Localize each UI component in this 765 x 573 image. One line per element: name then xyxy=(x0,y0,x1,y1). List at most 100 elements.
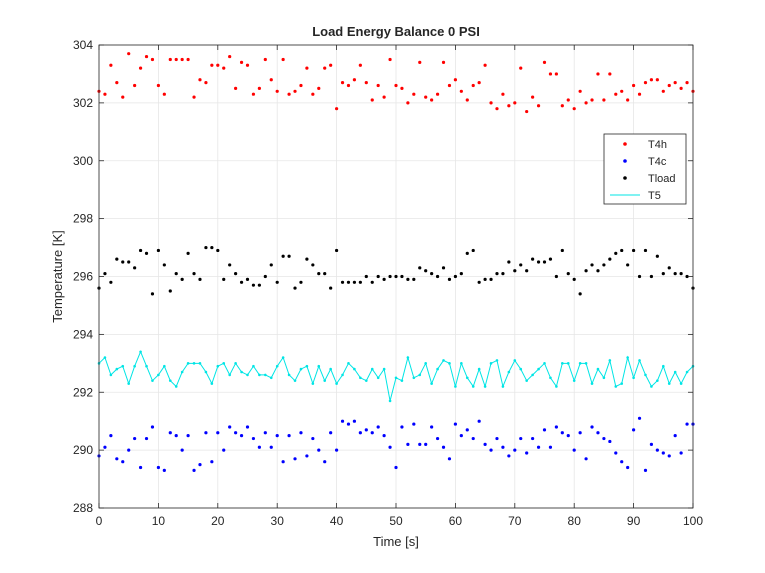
data-point xyxy=(447,457,452,461)
data-point xyxy=(590,425,594,429)
series-t4c xyxy=(97,416,695,472)
data-point xyxy=(263,274,267,279)
data-point xyxy=(192,468,196,472)
legend[interactable]: T4h T4c Tload T5 xyxy=(603,133,687,205)
data-point xyxy=(192,362,196,365)
data-point xyxy=(156,248,160,253)
data-point xyxy=(121,95,125,99)
data-point xyxy=(133,364,136,368)
data-point xyxy=(138,66,143,70)
data-point xyxy=(477,280,481,284)
data-point xyxy=(519,367,523,371)
data-point xyxy=(370,367,374,371)
y-tick-label-6: 300 xyxy=(73,154,93,168)
data-point xyxy=(626,98,630,102)
legend-label: T4h xyxy=(648,139,667,151)
data-point xyxy=(406,442,410,446)
data-point xyxy=(650,385,653,388)
data-point xyxy=(127,52,131,56)
data-point xyxy=(655,78,659,82)
data-point xyxy=(269,445,273,449)
data-point xyxy=(542,60,547,64)
x-tick-label-1: 10 xyxy=(152,514,166,528)
data-point xyxy=(525,451,529,455)
x-ticks: 0 10 20 30 40 50 60 70 80 90 100 xyxy=(96,45,703,528)
data-point xyxy=(251,283,256,287)
data-point xyxy=(536,445,541,449)
data-point xyxy=(513,448,517,452)
data-point xyxy=(495,272,499,276)
data-point xyxy=(435,274,440,279)
x-tick-label-9: 90 xyxy=(627,514,641,528)
data-point xyxy=(157,373,160,377)
data-point xyxy=(275,280,279,284)
legend-item-t4h[interactable]: T4h xyxy=(623,139,667,151)
data-point xyxy=(162,92,166,96)
data-point xyxy=(673,81,677,85)
data-point xyxy=(204,431,208,435)
data-point xyxy=(115,457,119,461)
legend-item-t5[interactable]: T5 xyxy=(610,190,661,202)
series-tload xyxy=(97,245,695,296)
data-point xyxy=(549,376,552,380)
data-point xyxy=(269,78,273,82)
data-point xyxy=(489,101,493,105)
data-point xyxy=(293,379,297,382)
data-point xyxy=(275,434,279,438)
data-point xyxy=(174,57,178,62)
data-point xyxy=(507,454,511,458)
data-point xyxy=(192,272,196,276)
data-point xyxy=(554,274,558,279)
data-point xyxy=(584,362,588,365)
data-point xyxy=(430,382,433,385)
data-point xyxy=(305,454,309,458)
data-point xyxy=(501,445,505,449)
data-point xyxy=(109,280,113,284)
data-point xyxy=(430,425,434,429)
data-point xyxy=(614,92,618,96)
data-point xyxy=(239,434,244,438)
data-point xyxy=(127,382,130,385)
data-point xyxy=(644,373,647,377)
data-point xyxy=(245,277,250,281)
data-point xyxy=(352,78,357,82)
data-point xyxy=(352,419,357,423)
data-point xyxy=(239,60,244,64)
data-point xyxy=(542,260,547,264)
data-point xyxy=(685,422,689,426)
data-point xyxy=(483,277,487,281)
legend-item-tload[interactable]: Tload xyxy=(623,173,676,185)
data-point xyxy=(578,89,582,93)
chart-title: Load Energy Balance 0 PSI xyxy=(312,24,480,39)
data-point xyxy=(150,425,155,429)
data-point xyxy=(418,266,422,270)
x-tick-label-5: 50 xyxy=(389,514,403,528)
data-point xyxy=(656,379,659,382)
data-point xyxy=(293,457,297,461)
data-point xyxy=(311,436,315,441)
data-point xyxy=(103,445,107,449)
data-point xyxy=(602,263,606,267)
data-point xyxy=(299,83,303,88)
data-point xyxy=(299,367,303,371)
data-point xyxy=(257,283,261,287)
data-point xyxy=(471,248,475,253)
data-point xyxy=(168,379,172,382)
series-t5 xyxy=(97,350,695,403)
data-point xyxy=(471,83,475,88)
data-point xyxy=(323,66,327,70)
data-point xyxy=(263,431,267,435)
data-point xyxy=(554,72,558,76)
data-point xyxy=(566,98,570,102)
data-point xyxy=(133,266,137,270)
data-point xyxy=(620,382,624,385)
data-point xyxy=(103,272,107,276)
data-point xyxy=(305,364,309,368)
data-point xyxy=(287,92,291,96)
legend-item-t4c[interactable]: T4c xyxy=(623,156,667,168)
data-point xyxy=(121,364,125,368)
data-point xyxy=(531,95,535,99)
data-point xyxy=(347,362,350,365)
data-point xyxy=(168,289,172,293)
